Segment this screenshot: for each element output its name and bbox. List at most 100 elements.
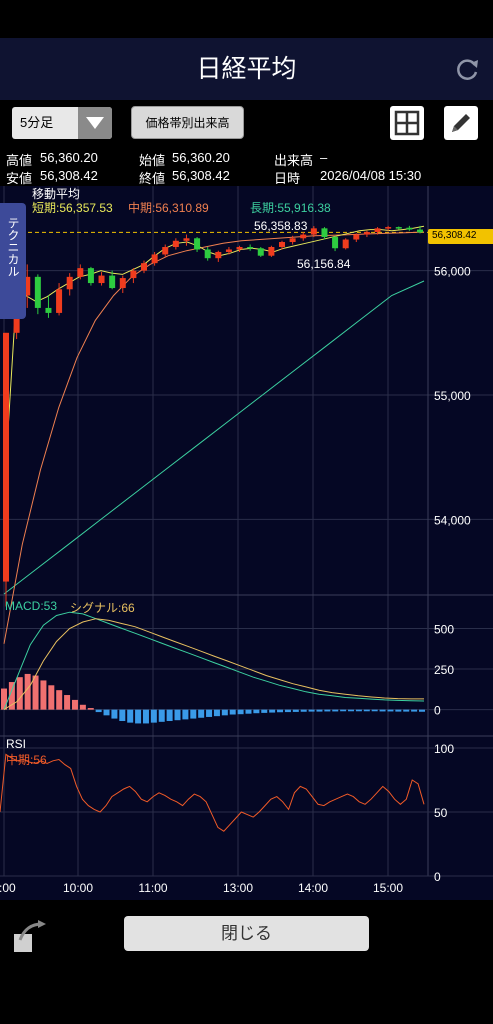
candle-body	[310, 228, 317, 235]
macd-histogram-bar	[158, 709, 165, 722]
macd-histogram-bar	[103, 709, 110, 716]
macd-histogram-bar	[269, 709, 276, 713]
candle-body	[34, 276, 41, 308]
candle-body	[87, 268, 94, 284]
grid-icon[interactable]	[390, 106, 424, 140]
macd-y-tick: 500	[434, 622, 454, 636]
candle-body	[417, 229, 423, 233]
ma-title: 移動平均	[32, 187, 81, 201]
candle-body	[236, 246, 243, 250]
macd-histogram-bar	[1, 688, 7, 710]
candle-body	[98, 275, 105, 284]
x-tick: 13:00	[223, 881, 253, 895]
datetime-label: 日時	[274, 171, 301, 186]
chart-area[interactable]: 56,00055,00054,00050025001005009:0010:00…	[0, 186, 493, 900]
macd-histogram-bar	[71, 699, 78, 710]
technical-tab-label: テクニカル	[6, 217, 20, 277]
chevron-down-icon[interactable]	[78, 107, 112, 139]
macd-histogram-bar	[127, 709, 134, 723]
macd-histogram-bar	[32, 675, 39, 710]
signal-line	[3, 618, 424, 711]
close-value: 56,308.42	[172, 168, 230, 183]
rsi-y-tick: 50	[434, 806, 448, 820]
candle-body	[183, 238, 190, 241]
candle-body	[257, 248, 264, 256]
page-title: 日経平均	[196, 55, 297, 83]
candle-body	[204, 249, 211, 259]
macd-histogram-bar	[316, 709, 323, 712]
candle-body	[321, 228, 328, 238]
main-y-tick: 55,000	[434, 389, 471, 403]
macd-histogram-bar	[135, 709, 142, 724]
macd-histogram-bar	[8, 682, 15, 710]
macd-panel	[1, 611, 425, 724]
pencil-icon[interactable]	[444, 106, 478, 140]
high-value: 56,360.20	[40, 150, 98, 165]
grid	[0, 186, 493, 877]
macd-y-tick: 250	[434, 663, 454, 677]
macd-legend-macd: MACD:53	[5, 599, 58, 613]
x-tick: 9:00	[0, 881, 16, 895]
interval-select[interactable]: 5分足	[12, 107, 112, 139]
x-tick: 14:00	[298, 881, 328, 895]
macd-histogram-bar	[206, 709, 213, 717]
axis-labels: 56,00055,00054,00050025001005009:0010:00…	[0, 265, 471, 895]
macd-histogram-bar	[300, 709, 307, 712]
candle-body	[141, 263, 147, 271]
ma-legend-short: 短期:56,357.53	[32, 201, 113, 215]
macd-histogram-bar	[150, 709, 157, 723]
candle-body	[66, 276, 73, 290]
mid-ma-line	[3, 231, 425, 644]
candle-body	[109, 275, 116, 289]
volume-label: 出来高	[274, 153, 314, 168]
candle-body	[151, 254, 158, 264]
macd-histogram-bar	[190, 709, 197, 719]
technical-tab[interactable]: テクニカル	[0, 203, 26, 319]
close-button[interactable]: 閉じる	[124, 916, 369, 951]
macd-histogram-bar	[48, 685, 55, 710]
macd-histogram-bar	[119, 709, 126, 722]
back-icon[interactable]	[12, 918, 48, 954]
short-ma-polyline	[3, 225, 425, 495]
macd-histogram-bar	[95, 709, 102, 713]
annotation-low: 56,156.84	[297, 257, 351, 271]
candle-body	[332, 237, 339, 249]
macd-histogram-bar	[395, 709, 402, 712]
macd-histogram-bar	[166, 709, 173, 722]
candle-body	[3, 332, 9, 582]
ma-legend-long: 長期:55,916.38	[250, 201, 331, 215]
candle-body	[56, 289, 63, 313]
low-value: 56,308.42	[40, 168, 98, 183]
candle-body	[215, 251, 222, 259]
macd-histogram-bar	[198, 709, 205, 718]
candle-body	[24, 276, 31, 296]
x-tick: 11:00	[138, 881, 167, 895]
macd-histogram-bar	[284, 709, 291, 713]
price-volume-button[interactable]: 価格帯別出来高	[131, 106, 244, 139]
macd-histogram-bar	[16, 677, 23, 710]
macd-histogram-bar	[40, 680, 47, 710]
macd-histogram-bar	[245, 709, 252, 714]
macd-histogram-bar	[87, 708, 94, 710]
status-bar	[0, 0, 493, 38]
macd-histogram-bar	[213, 709, 220, 717]
last-price-value: 56,308.42	[432, 230, 477, 241]
open-label: 始値	[139, 153, 166, 168]
high-label: 高値	[6, 153, 33, 168]
rsi-title: RSI	[6, 737, 27, 751]
price-info: 高値 56,360.20 始値 56,360.20 出来高 – 安値 56,30…	[0, 146, 493, 186]
volume-value: –	[320, 150, 328, 165]
refresh-icon[interactable]	[453, 56, 481, 84]
macd-histogram-bar	[253, 709, 260, 714]
chart-svg[interactable]: 56,00055,00054,00050025001005009:0010:00…	[0, 186, 493, 900]
toolbar: 5分足 価格帯別出来高	[0, 100, 493, 146]
macd-histogram-bar	[292, 709, 299, 712]
last-price-badge: 56,308.42	[428, 229, 493, 244]
candle-body	[162, 246, 169, 255]
x-tick: 15:00	[373, 881, 403, 895]
close-label: 終値	[139, 171, 166, 186]
macd-histogram-bar	[142, 709, 149, 724]
macd-histogram-bar	[324, 709, 331, 712]
interval-label: 5分足	[20, 115, 54, 130]
rsi-panel	[0, 753, 425, 832]
